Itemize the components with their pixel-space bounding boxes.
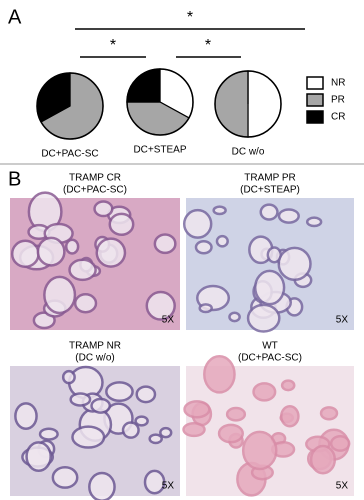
panel-label: A [8, 6, 22, 28]
pie-label: DC+PAC-SC [41, 149, 98, 160]
tissue-gland [108, 212, 135, 237]
tissue-gland [228, 311, 241, 323]
image-title: WT [262, 341, 278, 352]
tissue-gland [212, 205, 227, 216]
magnification: 5X [336, 315, 349, 326]
tissue-gland [90, 397, 112, 414]
tissue-gland [279, 404, 300, 428]
tissue-gland [61, 369, 76, 385]
pie-label: DC w/o [232, 147, 265, 158]
sig-star: * [205, 37, 211, 54]
legend-swatch [306, 93, 324, 107]
tissue-gland [253, 269, 286, 306]
magnification: 5X [162, 315, 175, 326]
tissue-gland [182, 421, 206, 438]
tissue-gland [14, 402, 38, 430]
tissue-gland [69, 392, 92, 407]
pie-outline [126, 68, 194, 136]
tissue-gland [246, 303, 281, 333]
panel-label: B [8, 168, 21, 190]
tissue-gland [252, 382, 277, 402]
pie-label: DC+STEAP [133, 145, 186, 156]
image-subtitle: (DC+STEAP) [240, 185, 300, 196]
tissue-gland [159, 426, 173, 439]
tissue-gland [277, 208, 300, 224]
tissue-gland [183, 400, 211, 419]
magnification: 5X [336, 481, 349, 492]
image-title: TRAMP CR [69, 173, 121, 184]
tissue-gland [121, 421, 140, 439]
tissue-gland [153, 233, 177, 255]
tissue-gland [241, 430, 278, 471]
tissue-gland [309, 444, 337, 475]
legend-label: NR [331, 78, 345, 89]
tissue-gland [71, 425, 106, 449]
tissue-gland [51, 466, 79, 489]
tissue-gland [182, 208, 213, 239]
tissue-gland [329, 434, 351, 452]
tissue-gland [305, 216, 323, 228]
image-subtitle: (DC w/o) [75, 353, 114, 364]
tissue-gland [194, 239, 213, 255]
tissue-gland [143, 469, 166, 495]
legend-swatch [306, 76, 324, 90]
tissue-gland [38, 427, 59, 441]
tissue-gland [280, 379, 296, 392]
tissue-gland [217, 423, 244, 444]
tissue-gland [319, 406, 339, 421]
tissue-gland [25, 441, 52, 472]
legend-label: CR [331, 112, 345, 123]
image-title: TRAMP PR [244, 173, 296, 184]
legend-label: PR [331, 95, 345, 106]
image-subtitle: (DC+PAC-SC) [238, 353, 302, 364]
tissue-gland [93, 200, 114, 218]
image-subtitle: (DC+PAC-SC) [63, 185, 127, 196]
image-title: TRAMP NR [69, 341, 121, 352]
tissue-gland [73, 293, 98, 314]
tissue-gland [68, 258, 97, 282]
tissue-gland [277, 246, 312, 282]
tissue-gland [134, 415, 149, 427]
tissue-gland [203, 355, 236, 394]
sig-star: * [110, 37, 116, 54]
tissue-gland [145, 290, 176, 321]
tissue-gland [43, 275, 77, 315]
tissue-gland [148, 433, 163, 445]
tissue-gland [64, 238, 80, 255]
pie-outline [36, 72, 104, 140]
tissue-gland [225, 406, 247, 422]
tissue-gland [88, 471, 116, 500]
tissue-gland [10, 239, 40, 269]
tissue-gland [105, 381, 134, 403]
tissue-gland [36, 236, 66, 267]
legend-swatch [306, 110, 324, 124]
tissue-gland [259, 203, 279, 221]
tissue-gland [95, 237, 127, 268]
tissue-gland [215, 234, 229, 248]
tissue-gland [198, 303, 213, 314]
pie-outline [214, 70, 282, 138]
sig-star: * [187, 9, 193, 26]
magnification: 5X [162, 481, 175, 492]
tissue-gland [135, 385, 157, 404]
